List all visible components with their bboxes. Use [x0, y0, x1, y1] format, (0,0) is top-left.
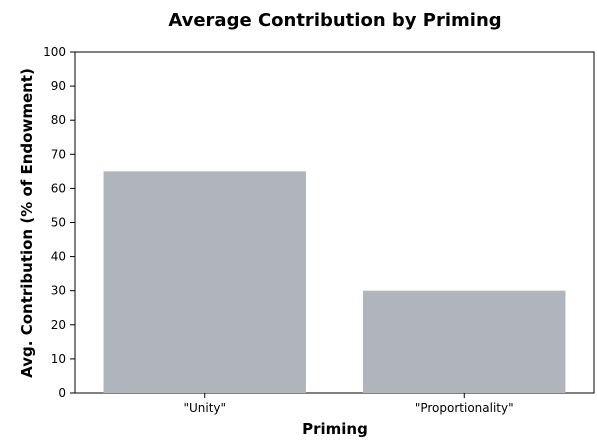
x-tick-label: "Unity"	[183, 401, 226, 415]
y-tick-label: 90	[51, 79, 66, 93]
y-tick-label: 80	[51, 113, 66, 127]
plot-area: 0 10 20 30 40 50 60 70 80 90 100 "Unity" "Proportion…	[43, 45, 595, 415]
y-tick-label: 50	[51, 216, 66, 230]
y-tick-label: 0	[58, 386, 66, 400]
y-tick-label: 100	[43, 45, 66, 59]
bar	[103, 171, 306, 393]
y-tick-label: 40	[51, 250, 66, 264]
y-tick-label: 70	[51, 147, 66, 161]
bar	[363, 290, 566, 393]
x-tick-label: "Proportionality"	[415, 401, 514, 415]
y-tick-label: 30	[51, 284, 66, 298]
y-tick-label: 10	[51, 352, 66, 366]
x-axis-label: Priming	[302, 420, 368, 438]
y-tick-label: 60	[51, 181, 66, 195]
chart-title: Average Contribution by Priming	[168, 10, 501, 31]
y-axis-label: Avg. Contribution (% of Endowment)	[18, 68, 36, 378]
y-tick-label: 20	[51, 318, 66, 332]
